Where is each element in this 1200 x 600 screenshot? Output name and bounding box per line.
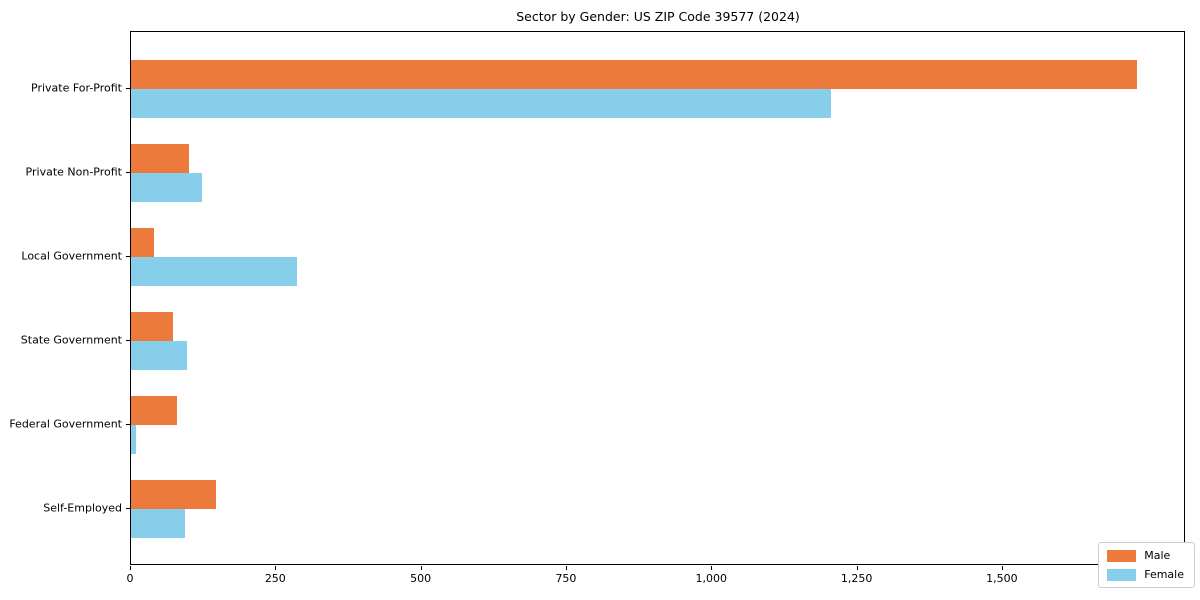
chart-title: Sector by Gender: US ZIP Code 39577 (202… [516,9,800,24]
x-tick-mark [420,566,422,570]
bar-male-3 [131,311,173,341]
x-tick-label: 500 [410,572,432,585]
legend: Male Female [1098,542,1195,588]
x-tick-mark [711,566,713,570]
y-tick-mark [126,88,130,89]
x-tick-mark [130,566,131,570]
y-tick-label: Local Government [21,249,122,263]
y-tick-label: State Government [20,333,122,347]
x-tick-label: 1,250 [840,572,873,585]
legend-label: Male [1144,549,1171,562]
y-tick-mark [126,340,130,341]
y-tick-label: Self-Employed [43,501,122,515]
x-tick-label: 750 [555,572,577,585]
x-tick-label: 1,000 [695,572,728,585]
bar-male-1 [131,143,190,173]
legend-label: Female [1144,568,1184,581]
y-tick-mark [126,172,130,173]
x-tick-label: 1,500 [986,572,1018,585]
bar-male-5 [131,479,216,509]
x-tick-mark [565,566,567,570]
y-tick-label: Private Non-Profit [25,165,122,179]
y-tick-label: Private For-Profit [31,81,122,95]
legend-swatch-female [1107,568,1137,581]
bar-male-2 [131,227,155,257]
y-tick-label: Federal Government [9,417,122,431]
x-tick-mark [856,566,858,570]
bar-female-3 [131,341,187,371]
plot-area [130,31,1185,565]
bar-female-1 [131,173,202,203]
x-tick-label: 0 [126,572,134,585]
y-tick-mark [126,508,130,509]
x-tick-mark [275,566,277,570]
bar-male-4 [131,395,177,425]
x-tick-label: 250 [264,572,286,585]
bar-female-2 [131,257,298,287]
legend-entry-female: Female [1107,568,1184,581]
legend-entry-male: Male [1107,549,1184,562]
bar-female-0 [131,89,832,119]
y-tick-mark [126,256,130,257]
bar-female-5 [131,509,186,539]
bar-female-4 [131,425,137,455]
bar-male-0 [131,59,1137,89]
x-tick-mark [1001,566,1003,570]
legend-swatch-male [1107,549,1137,562]
y-tick-mark [126,424,130,425]
